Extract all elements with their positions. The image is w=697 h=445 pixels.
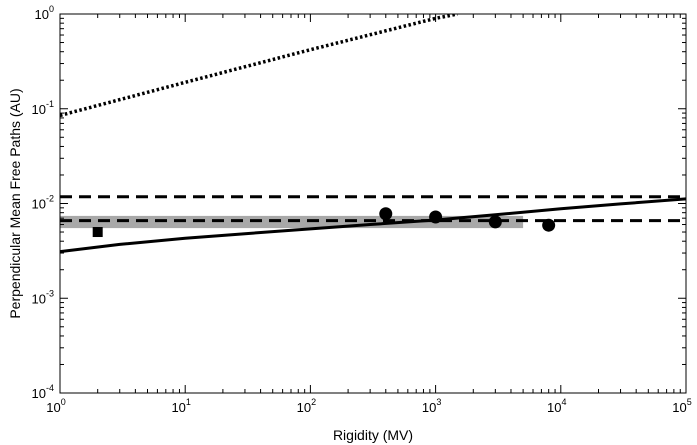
y-tick-label: 10-2 (32, 194, 54, 212)
y-axis-label: Perpendicular Mean Free Paths (AU) (7, 88, 23, 318)
series-layer (60, 14, 686, 254)
data-point-circle-4 (542, 218, 556, 232)
y-tick-label: 100 (35, 4, 54, 22)
ticks-layer (59, 13, 687, 394)
plot-frame (59, 13, 687, 394)
data-point-circle-1 (379, 207, 393, 221)
x-axis-label: Rigidity (MV) (333, 427, 413, 443)
x-tick-label: 101 (171, 397, 190, 415)
data-point-square (92, 227, 103, 238)
x-tick-label: 102 (297, 397, 316, 415)
series-line-solid-2 (60, 197, 686, 254)
y-tick-label: 10-4 (32, 383, 54, 401)
data-point-circle-3 (488, 215, 502, 229)
y-tick-label: 10-3 (32, 288, 54, 306)
points-layer (92, 207, 556, 238)
x-tick-label: 100 (46, 397, 65, 415)
series-line-dotted-1 (60, 14, 458, 118)
data-point-circle-2 (429, 210, 443, 224)
x-tick-label: 104 (547, 397, 566, 415)
x-tick-label: 105 (672, 397, 691, 415)
x-tick-label: 103 (422, 397, 441, 415)
tick-labels-layer: 100 101 102 103 104 105 10-4 10-3 10-2 10-1 100 (32, 4, 692, 415)
y-tick-label: 10-1 (32, 99, 54, 117)
